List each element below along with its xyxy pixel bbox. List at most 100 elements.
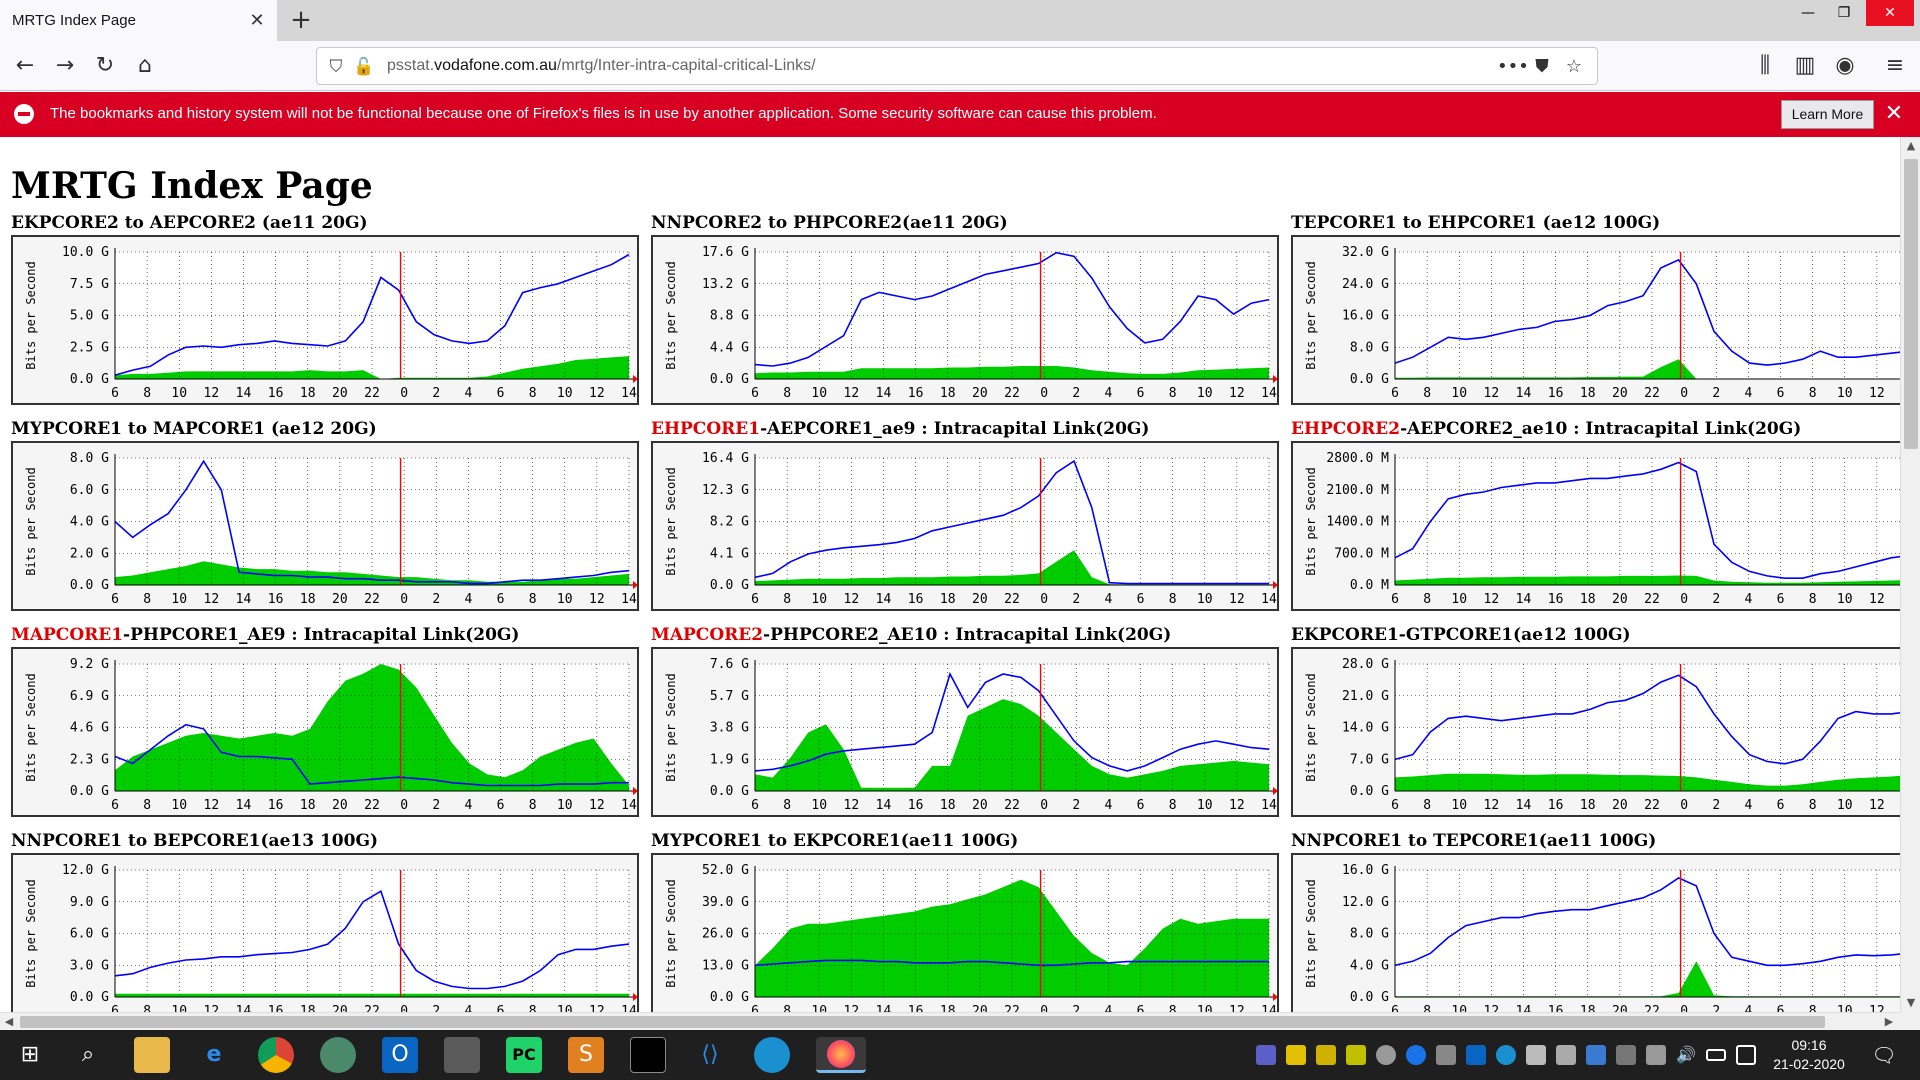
update-tray-icon[interactable] [1346, 1045, 1366, 1065]
graph-title[interactable]: NNPCORE1 to TEPCORE1(ae11 100G) [1291, 831, 1656, 851]
scroll-left-icon[interactable]: ◀ [4, 1015, 14, 1028]
graph-title-text[interactable]: NNPCORE1 to TEPCORE1(ae11 100G) [1291, 831, 1657, 851]
app-tray-icon[interactable] [1436, 1045, 1456, 1065]
graph-title[interactable]: MAPCORE1-PHPCORE1_AE9 : Intracapital Lin… [11, 625, 519, 645]
tab-close-icon[interactable]: ✕ [249, 10, 265, 30]
vertical-scrollbar[interactable]: ▲ ▼ [1900, 137, 1920, 1012]
traffic-graph[interactable]: 6 8 10 12 14 16 18 20 22 0 2 4 6 8 10 12 14 9.2 G 6.9 G 4.6… [11, 647, 639, 817]
graph-title-highlight[interactable]: EHPCORE1 [651, 419, 761, 439]
account-icon[interactable]: ◉ [1835, 53, 1855, 78]
minimize-icon[interactable]: — [1801, 5, 1815, 21]
home-icon[interactable]: ⌂ [138, 53, 152, 78]
restore-icon[interactable]: ❐ [1837, 5, 1851, 21]
sync-tray-icon[interactable] [1376, 1045, 1396, 1065]
pocket-icon[interactable]: ⛊ [1535, 56, 1549, 77]
firefox-icon[interactable] [816, 1037, 866, 1073]
insecure-lock-icon[interactable]: 🔓 [353, 57, 375, 77]
traffic-graph[interactable]: 6 8 10 12 14 16 18 20 22 0 2 4 6 8 10 12 14 16.4 G 12.3 G 8… [651, 441, 1279, 611]
traffic-graph[interactable]: 6 8 10 12 14 16 18 20 22 0 2 4 6 8 10 12 14 10.0 G 7.5 G 5.… [11, 235, 639, 405]
outlook-tray-icon[interactable] [1466, 1045, 1486, 1065]
menu-icon[interactable]: ≡ [1885, 53, 1905, 78]
volume-icon[interactable]: 🔊 [1676, 1045, 1696, 1064]
pycharm-icon[interactable]: PC [506, 1037, 542, 1073]
url-bar[interactable]: ⛉ 🔓 psstat.vodafone.com.au/mrtg/Inter-in… [316, 47, 1598, 85]
monitor-tray-icon[interactable] [1646, 1045, 1666, 1065]
graph-title-text[interactable]: EKPCORE2 to AEPCORE2 (ae11 20G) [11, 213, 368, 233]
teams-tray-icon[interactable] [1256, 1045, 1276, 1065]
terminal-icon[interactable] [630, 1037, 666, 1073]
graph-title-text[interactable]: TEPCORE1 to EHPCORE1 (ae12 100G) [1291, 213, 1661, 233]
graph-title-text[interactable]: NNPCORE1 to BEPCORE1(ae13 100G) [11, 831, 379, 851]
network-icon[interactable] [1736, 1045, 1756, 1065]
graph-title[interactable]: NNPCORE2 to PHPCORE2(ae11 20G) [651, 213, 1008, 233]
window-close-icon[interactable]: ✕ [1866, 0, 1914, 26]
graph-title[interactable]: EKPCORE2 to AEPCORE2 (ae11 20G) [11, 213, 368, 233]
tab-mrtg-index[interactable]: MRTG Index Page ✕ [0, 0, 277, 41]
security-tray-icon[interactable] [1316, 1045, 1336, 1065]
sidebar-icon[interactable]: ▥ [1794, 53, 1816, 78]
battery-icon[interactable] [1706, 1049, 1726, 1061]
traffic-graph[interactable]: 6810121416182022024681012142800.0 M2100.… [1291, 441, 1900, 611]
graph-title-text[interactable]: -AEPCORE1_ae9 : Intracapital Link(20G) [760, 419, 1150, 439]
traffic-graph[interactable]: 6 8 10 12 14 16 18 20 22 0 2 4 6 8 10 12 14 52.0 G 39.0 G 2… [651, 853, 1279, 1012]
library-icon[interactable]: ⫼ [1759, 53, 1771, 78]
bookmark-star-icon[interactable]: ☆ [1565, 56, 1583, 77]
shield-tray-icon[interactable] [1286, 1045, 1306, 1065]
scroll-up-icon[interactable]: ▲ [1906, 139, 1916, 152]
graph-title-text[interactable]: -PHPCORE1_AE9 : Intracapital Link(20G) [123, 625, 520, 645]
graph-title[interactable]: MYPCORE1 to EKPCORE1(ae11 100G) [651, 831, 1018, 851]
graph-title[interactable]: NNPCORE1 to BEPCORE1(ae13 100G) [11, 831, 378, 851]
tool-tray-icon[interactable] [1616, 1045, 1636, 1065]
vertical-scroll-thumb[interactable] [1904, 159, 1918, 449]
back-icon[interactable]: ← [15, 53, 35, 78]
graph-title-text[interactable]: MYPCORE1 to MAPCORE1 (ae12 20G) [11, 419, 377, 439]
traffic-graph[interactable]: 6 8 10 12 14 16 18 20 22 0 2 4 6 8 10 12 14 7.6 G 5.7 G 3.8… [651, 647, 1279, 817]
graph-title-text[interactable]: NNPCORE2 to PHPCORE2(ae11 20G) [651, 213, 1008, 233]
taskbar-clock[interactable]: 09:16 21-02-2020 [1764, 1036, 1854, 1074]
horizontal-scrollbar[interactable]: ◀ ▶ [0, 1012, 1900, 1030]
graph-title-text[interactable]: -AEPCORE2_ae10 : Intracapital Link(20G) [1400, 419, 1802, 439]
graph-title[interactable]: EHPCORE2-AEPCORE2_ae10 : Intracapital Li… [1291, 419, 1801, 439]
graph-title-highlight[interactable]: MAPCORE1 [11, 625, 124, 645]
skype-icon[interactable] [754, 1037, 790, 1073]
learn-more-button[interactable]: Learn More [1781, 100, 1874, 129]
sublime-icon[interactable]: S [568, 1037, 604, 1073]
start-icon[interactable]: ⊞ [20, 1042, 40, 1067]
traffic-graph[interactable]: 68101214161820220246810121428.0 G21.0 G1… [1291, 647, 1900, 817]
graph-title-text[interactable]: MYPCORE1 to EKPCORE1(ae11 100G) [651, 831, 1019, 851]
onedrive-tray-icon[interactable] [1406, 1045, 1426, 1065]
notifications-icon[interactable]: 🗨 [1871, 1043, 1897, 1067]
file-explorer-icon[interactable] [134, 1037, 170, 1073]
horizontal-scroll-thumb[interactable] [20, 1016, 1825, 1028]
url-text[interactable]: psstat.vodafone.com.au/mrtg/Inter-intra-… [387, 57, 816, 74]
graph-title-highlight[interactable]: MAPCORE2 [651, 625, 764, 645]
traffic-graph[interactable]: 6 8 10 12 14 16 18 20 22 0 2 4 6 8 10 12 14 17.6 G 13.2 G 8… [651, 235, 1279, 405]
page-actions-icon[interactable]: ••• [1497, 56, 1529, 77]
search-icon[interactable]: ⌕ [81, 1042, 95, 1067]
chrome-icon[interactable] [258, 1037, 294, 1073]
notification-close-icon[interactable]: ✕ [1884, 101, 1904, 126]
skype-tray-icon[interactable] [1496, 1045, 1516, 1065]
globe-app-icon[interactable] [320, 1037, 356, 1073]
graph-title-highlight[interactable]: EHPCORE2 [1291, 419, 1401, 439]
network-share-tray-icon[interactable] [1556, 1045, 1576, 1065]
vscode-icon[interactable]: ⟨⟩ [701, 1042, 719, 1067]
internet-explorer-icon[interactable]: e [206, 1042, 222, 1067]
graph-title[interactable]: MAPCORE2-PHPCORE2_AE10 : Intracapital Li… [651, 625, 1171, 645]
snipping-tool-icon[interactable] [444, 1037, 480, 1073]
traffic-graph[interactable]: 6 8 10 12 14 16 18 20 22 0 2 4 6 8 10 12 14 12.0 G 9.0 G 6.… [11, 853, 639, 1012]
traffic-graph[interactable]: 6 8 10 12 14 16 18 20 22 0 2 4 6 8 10 12 14 8.0 G 6.0 G 4.0… [11, 441, 639, 611]
graph-title-text[interactable]: -PHPCORE2_AE10 : Intracapital Link(20G) [763, 625, 1172, 645]
new-tab-icon[interactable]: + [290, 5, 312, 35]
graph-title-text[interactable]: EKPCORE1-GTPCORE1(ae12 100G) [1291, 625, 1631, 645]
forward-icon[interactable]: → [55, 53, 75, 78]
graph-title[interactable]: EHPCORE1-AEPCORE1_ae9 : Intracapital Lin… [651, 419, 1149, 439]
printer-tray-icon[interactable] [1526, 1045, 1546, 1065]
scroll-right-icon[interactable]: ▶ [1884, 1015, 1894, 1028]
traffic-graph[interactable]: 68101214161820220246810121432.0 G24.0 G1… [1291, 235, 1900, 405]
graph-title[interactable]: MYPCORE1 to MAPCORE1 (ae12 20G) [11, 419, 377, 439]
outlook-icon[interactable]: O [382, 1037, 418, 1073]
scroll-down-icon[interactable]: ▼ [1906, 996, 1916, 1009]
reload-icon[interactable]: ↻ [95, 53, 115, 78]
